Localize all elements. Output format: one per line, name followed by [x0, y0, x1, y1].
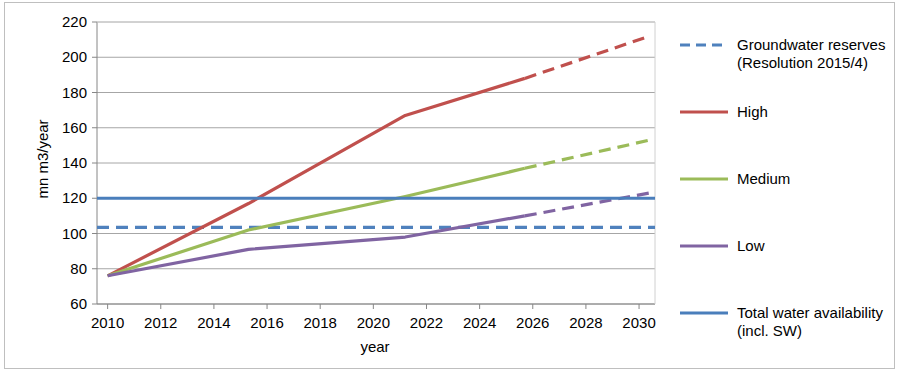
x-tick-label: 2018	[304, 314, 337, 331]
legend-label-line: Medium	[737, 170, 790, 187]
legend-swatch	[680, 244, 728, 247]
grid-line	[97, 163, 655, 164]
legend-label-line: Groundwater reserves	[737, 36, 885, 53]
grid-line	[97, 233, 655, 234]
legend-label-line: (incl. SW)	[737, 322, 802, 339]
series-line	[525, 36, 650, 78]
y-tick	[92, 127, 97, 128]
x-tick	[320, 304, 321, 309]
grid-line	[97, 127, 655, 128]
plot-right-edge	[655, 22, 656, 304]
series-line	[108, 216, 525, 276]
y-tick-label: 140	[62, 154, 87, 171]
y-axis	[97, 22, 98, 304]
series-line	[525, 140, 650, 168]
x-tick-label: 2012	[144, 314, 177, 331]
x-tick	[213, 304, 214, 309]
x-tick	[532, 304, 533, 309]
legend-label-line: High	[737, 103, 768, 120]
x-tick	[267, 304, 268, 309]
series-line	[108, 78, 525, 275]
y-tick	[92, 163, 97, 164]
grid-line	[97, 22, 655, 23]
y-tick-label: 160	[62, 119, 87, 136]
x-axis-label: year	[360, 338, 389, 355]
y-tick	[92, 92, 97, 93]
grid-line	[97, 92, 655, 93]
y-tick	[92, 57, 97, 58]
legend-label: Medium	[737, 170, 790, 187]
chart-frame	[5, 3, 895, 369]
legend-label-line: Low	[737, 237, 765, 254]
grid-line	[97, 304, 655, 305]
grid-line	[97, 268, 655, 269]
y-tick	[92, 304, 97, 305]
y-tick	[92, 268, 97, 269]
y-tick-label: 60	[70, 295, 87, 312]
x-tick	[373, 304, 374, 309]
x-tick-label: 2020	[357, 314, 390, 331]
x-tick	[479, 304, 480, 309]
x-tick-label: 2024	[463, 314, 496, 331]
x-tick-label: 2022	[410, 314, 443, 331]
y-tick-label: 80	[70, 260, 87, 277]
y-tick-label: 120	[62, 189, 87, 206]
x-axis	[97, 304, 655, 305]
x-tick	[639, 304, 640, 309]
y-tick	[92, 22, 97, 23]
plot-series	[97, 36, 655, 276]
y-tick-label: 180	[62, 84, 87, 101]
legend-swatch	[680, 311, 728, 314]
y-tick	[92, 233, 97, 234]
legend-swatch	[680, 177, 728, 180]
grid-line	[97, 198, 655, 199]
legend-label: High	[737, 103, 768, 120]
series-line	[525, 193, 650, 216]
legend-label-line: Total water availability	[737, 304, 883, 321]
chart: 60 80 100 120 140 160 180 200 220 2010 2012 2014 201…	[0, 0, 900, 372]
x-tick-label: 2030	[622, 314, 655, 331]
x-tick-label: 2016	[250, 314, 283, 331]
legend-label: Groundwater reserves(Resolution 2015/4)	[737, 36, 885, 71]
series-line	[97, 226, 655, 229]
x-tick	[585, 304, 586, 309]
y-tick	[92, 198, 97, 199]
y-tick-label: 200	[62, 48, 87, 65]
x-tick	[426, 304, 427, 309]
x-tick-label: 2014	[197, 314, 230, 331]
x-tick	[160, 304, 161, 309]
x-tick-label: 2026	[516, 314, 549, 331]
y-axis-label: mn m3/year	[34, 119, 51, 198]
plot-top-edge	[97, 22, 655, 23]
x-tick-label: 2028	[569, 314, 602, 331]
series-line	[108, 168, 525, 276]
legend-label: Low	[737, 237, 765, 254]
y-tick-label: 100	[62, 225, 87, 242]
y-tick-label: 220	[62, 13, 87, 30]
x-tick	[107, 304, 108, 309]
x-tick-label: 2010	[91, 314, 124, 331]
legend-label-line: (Resolution 2015/4)	[737, 54, 868, 71]
legend-label: Total water availability(incl. SW)	[737, 304, 883, 339]
legend-swatch	[680, 43, 728, 46]
series-line	[97, 197, 655, 200]
legend-swatch	[680, 110, 728, 113]
grid-line	[97, 57, 655, 58]
